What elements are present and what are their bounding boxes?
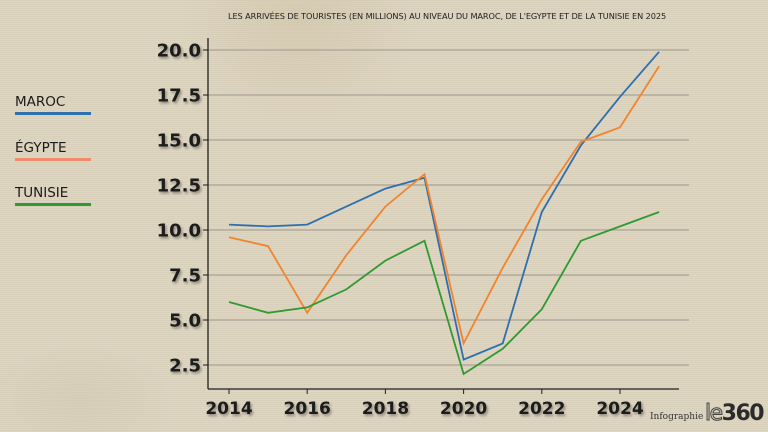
y-tick-label: 7.5	[169, 266, 201, 287]
legend-item-maroc: MAROC	[15, 94, 91, 115]
legend-swatch	[15, 158, 91, 161]
series-lines	[228, 51, 660, 376]
x-tick-label: 2024	[596, 399, 643, 419]
series-line-tunisie	[228, 211, 660, 376]
logo-prefix: le	[705, 401, 724, 427]
series-line-maroc	[228, 51, 660, 361]
y-tick-label: 2.5	[169, 356, 201, 377]
le360-logo: le360	[705, 401, 765, 427]
x-tick-label: 2014	[205, 399, 252, 419]
x-tick-label: 2016	[284, 399, 331, 419]
legend-label: MAROC	[15, 94, 66, 110]
chart-title: LES ARRIVÉES DE TOURISTES (EN MILLIONS) …	[228, 11, 667, 21]
y-tick-label: 20.0	[157, 41, 201, 62]
legend-label: ÉGYPTE	[15, 140, 67, 156]
legend-swatch	[15, 203, 91, 206]
credit-text: Infographie	[650, 412, 704, 422]
logo-number: 360	[721, 401, 765, 426]
legend-item-tunisie: TUNISIE	[15, 185, 91, 206]
y-axis-ticks: 2.5 5.0 7.5 10.0 12.5 15.0 17.5 20.0	[157, 41, 208, 377]
x-tick-label: 2018	[362, 399, 409, 419]
y-tick-label: 12.5	[157, 176, 201, 197]
series-line-egypte	[228, 65, 660, 346]
y-tick-label: 17.5	[157, 86, 201, 107]
legend-item-egypte: ÉGYPTE	[15, 140, 91, 161]
x-tick-label: 2020	[440, 399, 487, 419]
y-tick-label: 5.0	[169, 311, 201, 332]
legend-label: TUNISIE	[15, 185, 69, 201]
axes	[207, 38, 679, 390]
y-tick-label: 15.0	[157, 131, 201, 152]
x-axis-ticks: 2014 2016 2018 2020 2022 2024	[205, 389, 644, 419]
gridlines	[208, 49, 689, 366]
x-tick-label: 2022	[518, 399, 565, 419]
legend-swatch	[15, 112, 91, 115]
y-tick-label: 10.0	[157, 221, 201, 242]
